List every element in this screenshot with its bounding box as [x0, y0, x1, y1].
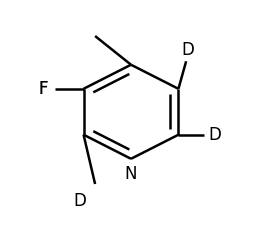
- Text: N: N: [125, 164, 137, 183]
- Text: D: D: [181, 41, 194, 59]
- Text: D: D: [208, 126, 221, 144]
- Text: F: F: [38, 80, 48, 98]
- Text: F: F: [38, 80, 48, 98]
- Text: D: D: [73, 192, 86, 210]
